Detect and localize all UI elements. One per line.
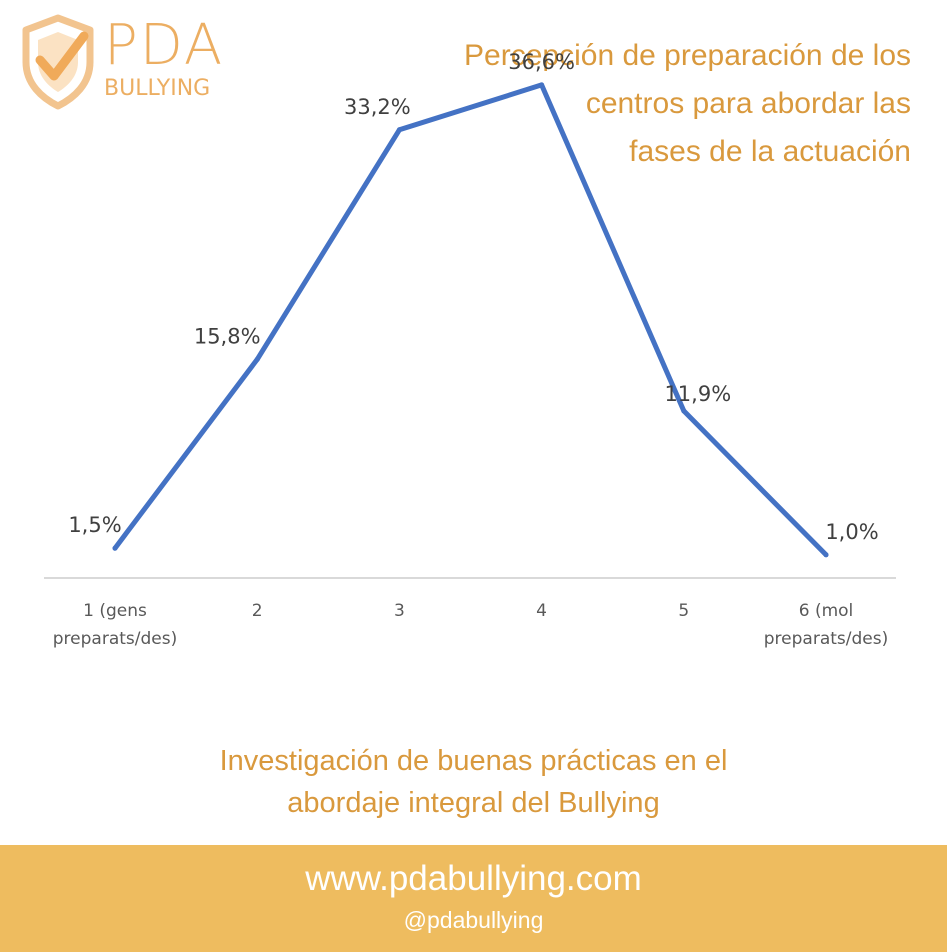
social-handle[interactable]: @pdabullying xyxy=(403,907,544,933)
shield-check-icon xyxy=(22,14,94,110)
x-tick-label: 4 xyxy=(536,601,547,621)
data-point xyxy=(112,545,118,551)
brand-logo: PDA BULLYING xyxy=(18,14,222,110)
footer-banner: www.pdabullying.com @pdabullying xyxy=(0,845,947,952)
data-label: 33,2% xyxy=(344,95,411,119)
study-subtitle: Investigación de buenas prácticas en el … xyxy=(219,745,728,819)
x-tick-label: 5 xyxy=(678,601,689,621)
website-link[interactable]: www.pdabullying.com xyxy=(305,859,642,898)
data-label: 1,5% xyxy=(68,513,121,537)
data-point xyxy=(396,127,402,133)
x-tick-label: 6 (mol preparats/des) xyxy=(764,601,888,649)
data-point xyxy=(539,82,545,88)
data-label: 1,0% xyxy=(825,520,878,544)
data-label: 11,9% xyxy=(664,382,731,406)
page-title: Percepción de preparación de los centros… xyxy=(464,39,911,168)
data-label: 15,8% xyxy=(194,324,261,348)
logo-title: PDA xyxy=(104,13,225,78)
series-line xyxy=(112,82,829,558)
x-tick-label: 3 xyxy=(394,601,405,621)
x-tick-label: 2 xyxy=(252,601,263,621)
logo-subtitle: BULLYING xyxy=(104,76,211,101)
x-tick-label: 1 (gens preparats/des) xyxy=(53,601,177,649)
data-point xyxy=(681,408,687,414)
data-label: 36,6% xyxy=(508,50,575,74)
data-point xyxy=(254,356,260,362)
line-chart: 1,5% 15,8% 33,2% 36,6% 11,9% 1,0% 1 (gens prep… xyxy=(44,50,896,649)
data-point xyxy=(823,552,829,558)
